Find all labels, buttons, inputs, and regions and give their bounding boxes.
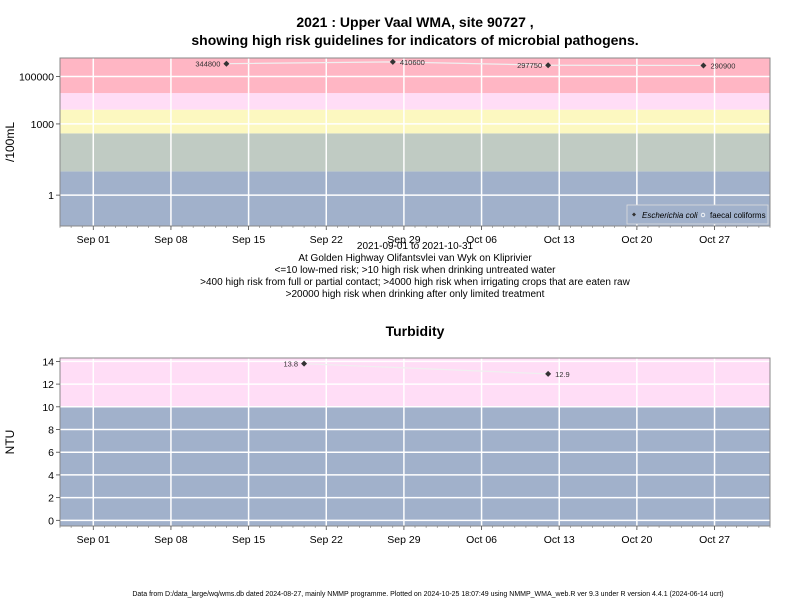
- turbidity-series: 13.8 12.9: [283, 360, 569, 379]
- note-risk-drinking: <=10 low-med risk; >10 high risk when dr…: [275, 265, 557, 276]
- top-xtick-label-4: Sep 29: [387, 234, 420, 246]
- turbidity-point-1: [545, 370, 552, 377]
- turbidity-xtick-label-7: Oct 20: [621, 534, 652, 546]
- legend-faecal-marker: [700, 212, 706, 218]
- top-risk-bands: [60, 58, 770, 226]
- turbidity-series-line-0: [304, 363, 549, 375]
- note-site-location: At Golden Highway Olifantsvlei van Wyk o…: [298, 253, 532, 264]
- legend-ecoli: Escherichia coli: [642, 211, 698, 220]
- turbidity-point-0: [301, 360, 308, 367]
- turbidity-xtick-label-3: Sep 22: [310, 534, 343, 546]
- legend: Escherichia coli faecal coliforms: [626, 204, 769, 225]
- top-data-label-3: 290900: [710, 61, 735, 70]
- top-data-label-1: 410600: [400, 58, 425, 67]
- turbidity-x-axis: Sep 01 Sep 08 Sep 15 Sep 22 Sep 29 Oct 06 Oct …: [59, 526, 771, 546]
- legend-ecoli-marker: [632, 212, 636, 217]
- top-xtick-label-5: Oct 06: [466, 234, 497, 246]
- top-data-label-2: 297750: [517, 61, 542, 70]
- turbidity-ytick-label-2: 4: [48, 470, 54, 482]
- turbidity-ytick-label-1: 2: [48, 493, 54, 505]
- note-date-range: 2021-09-01 to 2021-10-31: [357, 241, 474, 252]
- top-xtick-label-1: Sep 08: [154, 234, 187, 246]
- top-ytick-label-1: 1000: [31, 119, 55, 131]
- top-point-3: [700, 62, 707, 69]
- top-y-axis-label: /100mL: [3, 122, 17, 162]
- top-xtick-label-3: Sep 22: [310, 234, 343, 246]
- turbidity-gridlines: [60, 358, 770, 526]
- turbidity-ytick-label-7: 14: [42, 356, 54, 368]
- chart-title: 2021 : Upper Vaal WMA, site 90727 ,: [296, 14, 533, 30]
- top-ytick-label-2: 100000: [19, 71, 54, 83]
- turbidity-data-label-0: 13.8: [283, 360, 298, 369]
- legend-box: [626, 204, 769, 225]
- top-point-2: [545, 62, 552, 69]
- legend-faecal-coliforms: faecal coliforms: [710, 211, 766, 220]
- chart-subtitle: showing high risk guidelines for indicat…: [191, 32, 638, 48]
- turbidity-ytick-label-5: 10: [42, 402, 54, 414]
- turbidity-xtick-label-5: Oct 06: [466, 534, 497, 546]
- turbidity-ytick-label-6: 12: [42, 379, 54, 391]
- top-band-2: [60, 109, 770, 134]
- turbidity-bands: [60, 358, 770, 526]
- top-gridlines: [60, 58, 770, 226]
- top-xtick-label-6: Oct 13: [544, 234, 575, 246]
- top-ytick-label-0: 1: [48, 190, 54, 202]
- turbidity-band-0: [60, 406, 770, 526]
- footer-source-note: Data from D:/data_large/wq/wms.db dated …: [132, 591, 723, 598]
- turbidity-ytick-label-0: 0: [48, 515, 54, 527]
- turbidity-y-axis: 0 2 4 6 8 10 12 14: [42, 356, 60, 527]
- top-point-0: [223, 60, 230, 67]
- turbidity-ytick-label-3: 6: [48, 447, 54, 459]
- top-band-1: [60, 133, 770, 172]
- top-xtick-label-2: Sep 15: [232, 234, 265, 246]
- top-xtick-label-8: Oct 27: [699, 234, 730, 246]
- turbidity-xtick-label-2: Sep 15: [232, 534, 265, 546]
- note-risk-contact: >400 high risk from full or partial cont…: [200, 277, 630, 288]
- turbidity-y-axis-label: NTU: [3, 430, 17, 455]
- turbidity-band-1: [60, 358, 770, 407]
- turbidity-ytick-label-4: 8: [48, 425, 54, 437]
- note-risk-limited-treatment: >20000 high risk when drinking after onl…: [286, 289, 545, 300]
- top-xtick-label-0: Sep 01: [77, 234, 110, 246]
- turbidity-xtick-label-6: Oct 13: [544, 534, 575, 546]
- top-point-1: [389, 58, 396, 65]
- top-y-axis: 1 1000 100000: [19, 71, 60, 202]
- top-series-line-0: [226, 61, 704, 67]
- turbidity-xtick-label-8: Oct 27: [699, 534, 730, 546]
- top-data-label-0: 344800: [195, 60, 220, 69]
- top-x-axis: Sep 01 Sep 08 Sep 15 Sep 22 Sep 29 Oct 06 Oct …: [59, 226, 771, 246]
- turbidity-xtick-label-0: Sep 01: [77, 534, 110, 546]
- turbidity-title: Turbidity: [386, 323, 445, 339]
- turbidity-xtick-label-1: Sep 08: [154, 534, 187, 546]
- top-xtick-label-7: Oct 20: [621, 234, 652, 246]
- top-series-escherichia-coli: 344800 410600 297750 290900: [195, 58, 735, 71]
- top-band-3: [60, 93, 770, 110]
- top-band-4: [60, 58, 770, 94]
- turbidity-xtick-label-4: Sep 29: [387, 534, 420, 546]
- turbidity-data-label-1: 12.9: [555, 370, 570, 379]
